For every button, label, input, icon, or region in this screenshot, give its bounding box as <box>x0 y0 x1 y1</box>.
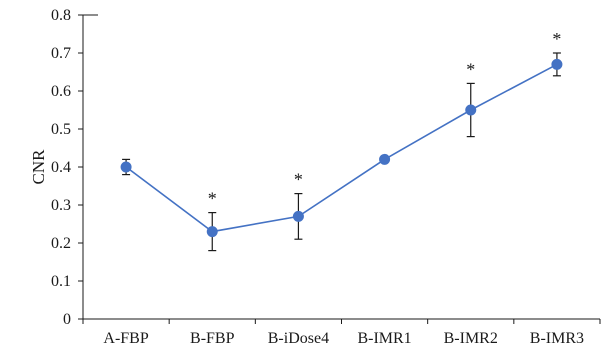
axes <box>82 14 600 320</box>
y-axis-title-group: CNR <box>29 149 48 185</box>
x-tick-label: A-FBP <box>103 330 148 347</box>
series-cnr <box>125 63 558 233</box>
data-point <box>120 161 132 173</box>
y-tick-label: 0.5 <box>51 121 71 138</box>
x-tick-label: B-iDose4 <box>268 330 329 347</box>
error-bars <box>122 52 561 252</box>
x-tick-label: B-IMR3 <box>530 330 584 347</box>
data-point <box>379 153 391 165</box>
y-tick-label: 0.8 <box>51 7 71 24</box>
significance-asterisk: * <box>294 170 303 190</box>
significance-asterisk: * <box>208 189 217 209</box>
series-line <box>125 63 558 233</box>
y-axis-title: CNR <box>29 149 48 185</box>
y-tick-label: 0.6 <box>51 83 71 100</box>
y-tick-label: 0.3 <box>51 197 71 214</box>
y-tick-label: 0 <box>63 311 71 328</box>
data-point <box>465 104 477 116</box>
x-tick-label: B-IMR1 <box>357 330 411 347</box>
x-tick-label: B-IMR2 <box>444 330 498 347</box>
y-tick-label: 0.4 <box>51 159 71 176</box>
significance-asterisk: * <box>552 29 561 49</box>
data-markers <box>120 58 563 238</box>
significance-annotations: * * * * <box>208 29 562 209</box>
y-axis-ticks: 0 0.1 0.2 0.3 0.4 0.5 0.6 0.7 0.8 <box>51 7 83 328</box>
x-axis-ticks: A-FBP B-FBP B-iDose4 B-IMR1 B-IMR2 B-IMR3 <box>82 319 601 347</box>
y-tick-label: 0.7 <box>51 45 71 62</box>
x-tick-label: B-FBP <box>190 330 235 347</box>
data-point <box>551 58 563 70</box>
significance-asterisk: * <box>466 59 475 79</box>
y-tick-label: 0.2 <box>51 235 71 252</box>
data-point <box>292 210 304 222</box>
data-point <box>206 226 218 238</box>
y-tick-label: 0.1 <box>51 273 71 290</box>
